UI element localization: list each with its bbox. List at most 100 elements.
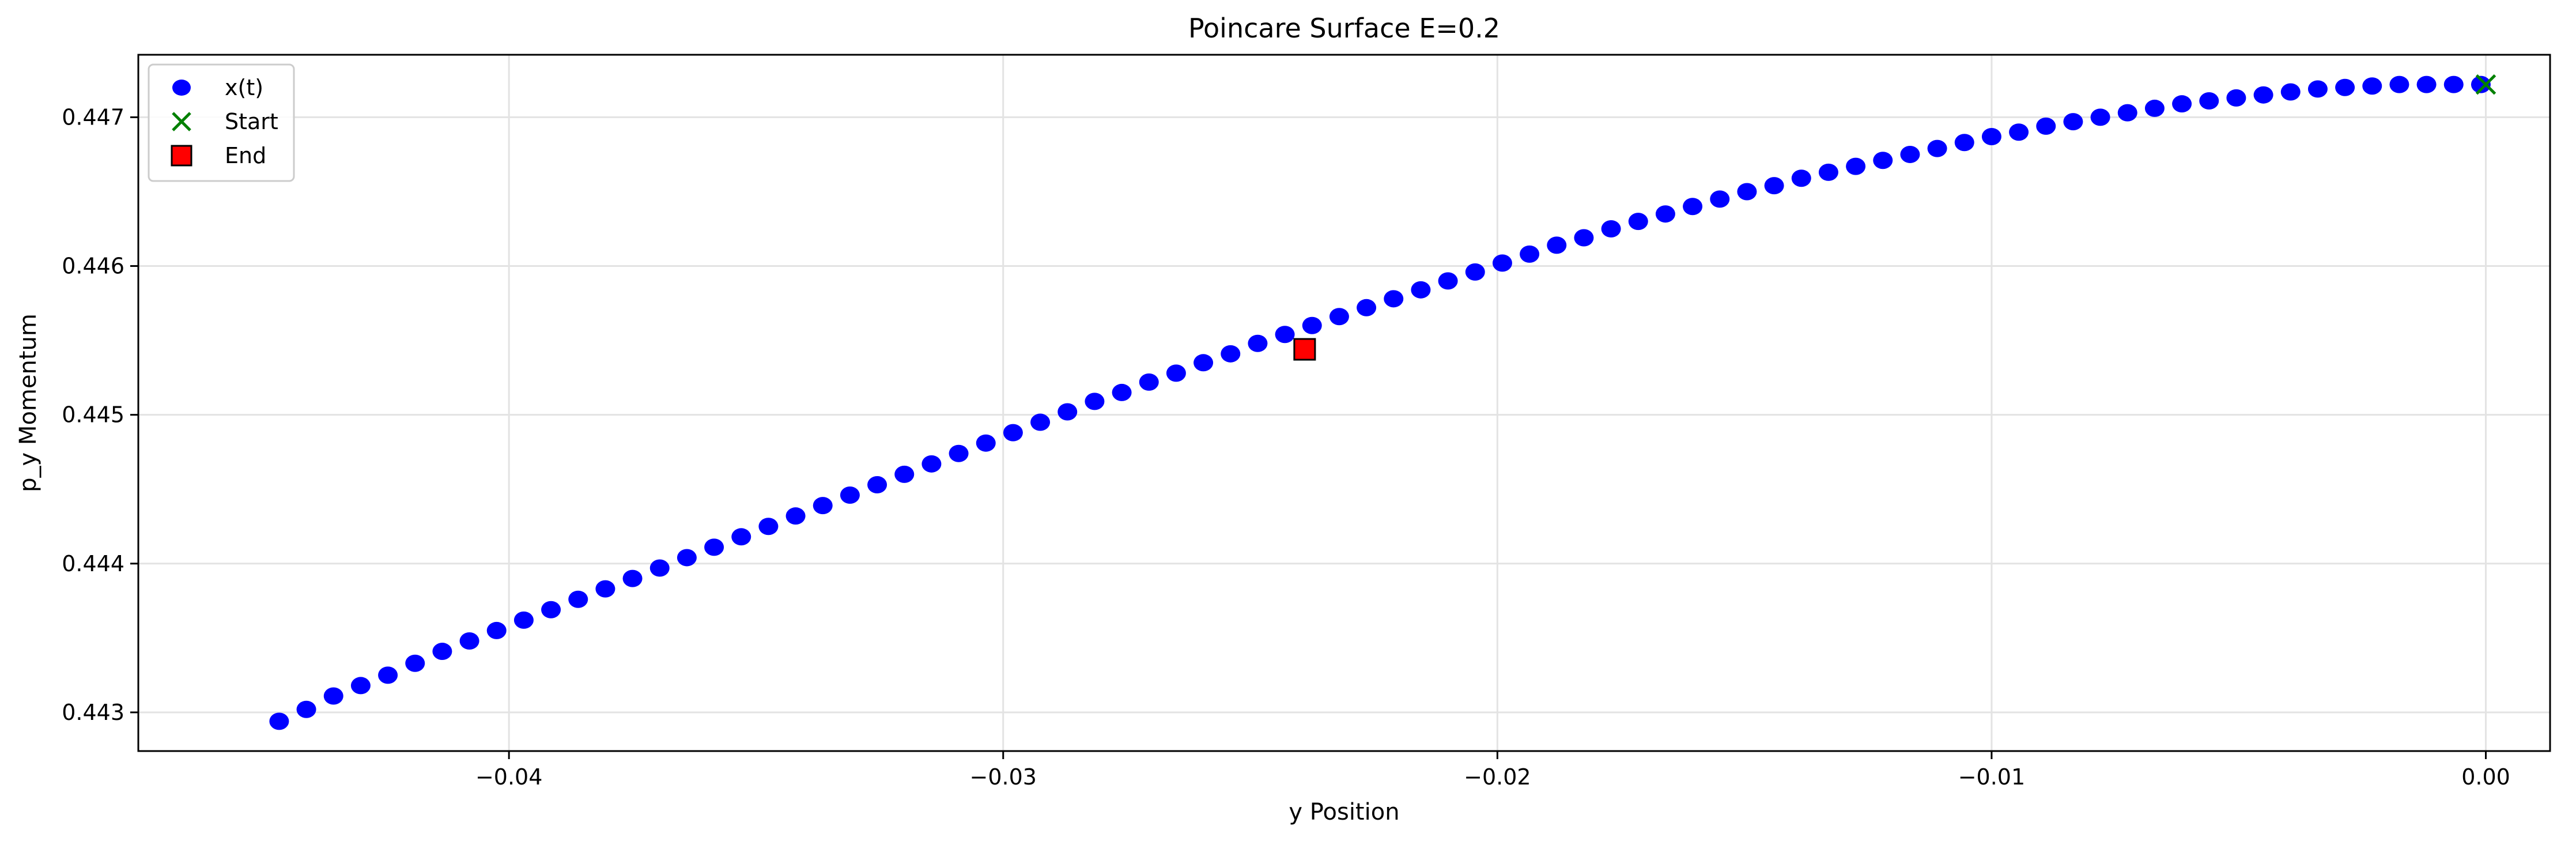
x-axis-label: y Position [1289, 799, 1399, 825]
y-tick-label: 0.447 [62, 104, 124, 130]
x-tick-label: −0.02 [1464, 764, 1531, 790]
legend-label: x(t) [225, 75, 263, 100]
data-point [1329, 308, 1349, 326]
data-point [2335, 78, 2355, 96]
x-tick-label: −0.04 [475, 764, 542, 790]
data-point [867, 476, 887, 493]
data-point [2253, 86, 2273, 104]
data-point [269, 712, 289, 730]
data-point [1846, 157, 1866, 175]
data-point [704, 538, 724, 556]
data-point [1547, 236, 1567, 254]
data-point [1221, 345, 1241, 363]
data-point [1900, 145, 1920, 163]
data-point [2009, 123, 2029, 141]
data-point [1764, 177, 1784, 195]
data-point [2362, 77, 2382, 95]
data-point [1438, 272, 1458, 290]
y-axis-label: p_y Momentum [15, 314, 41, 492]
data-point [1981, 127, 2001, 145]
data-point [1492, 254, 1512, 272]
data-point [2416, 76, 2437, 93]
x-tick-label: 0.00 [2461, 764, 2510, 790]
legend-label: Start [225, 109, 278, 134]
data-point [758, 518, 779, 535]
data-point [2199, 92, 2219, 110]
data-point [296, 700, 316, 718]
data-point [486, 621, 507, 639]
data-point [350, 677, 371, 695]
data-point [2036, 117, 2056, 135]
start-marker [2475, 74, 2496, 95]
data-point [649, 559, 670, 577]
data-point [2090, 108, 2110, 126]
data-point [1927, 139, 1947, 157]
data-point [1710, 190, 1730, 208]
start-marker-stroke [2475, 74, 2496, 95]
data-point [622, 569, 643, 587]
data-point [1683, 198, 1703, 216]
data-point [1628, 213, 1648, 231]
data-point [1357, 299, 1377, 316]
legend-swatch-square [171, 145, 192, 167]
x-tick-label: −0.01 [1958, 764, 2025, 790]
data-point [2172, 95, 2192, 113]
legend-label: End [225, 143, 266, 168]
legend: x(t) Start End [148, 63, 295, 182]
data-point [595, 580, 615, 598]
data-point [1411, 281, 1431, 299]
y-tick-label: 0.445 [62, 402, 124, 428]
data-point [513, 611, 534, 629]
end-marker [1293, 338, 1316, 361]
axis-ticks: −0.04 −0.03 −0.02 −0.01 0.00 0.443 0.444 0.445 0… [62, 104, 2510, 790]
data-point [1737, 183, 1757, 201]
data-point [1574, 229, 1594, 247]
y-tick-label: 0.443 [62, 700, 124, 725]
data-point [1112, 383, 1132, 401]
data-point [2117, 104, 2137, 122]
special-markers [1293, 74, 2496, 361]
data-point [677, 549, 697, 567]
x-tick-label: −0.03 [970, 764, 1037, 790]
data-point [1601, 220, 1621, 237]
data-point [1193, 354, 1214, 372]
data-point [1520, 245, 1540, 263]
data-point [1791, 169, 1811, 187]
data-point [1003, 424, 1023, 442]
data-point [568, 590, 588, 608]
data-point [813, 497, 833, 515]
data-point [1166, 364, 1186, 382]
data-point [432, 643, 452, 661]
data-point [731, 528, 751, 546]
plot-frame [137, 54, 2551, 752]
data-point [976, 434, 996, 452]
legend-swatch-circle [172, 80, 191, 96]
data-point [405, 654, 425, 672]
data-point [378, 666, 398, 684]
data-point [1302, 316, 1322, 334]
data-point [323, 687, 343, 705]
data-point [1818, 163, 1838, 181]
grid-lines [138, 55, 2550, 751]
data-point [2443, 76, 2464, 93]
data-point [2280, 83, 2301, 101]
data-point [1085, 393, 1105, 410]
data-point [894, 465, 915, 483]
data-point [1655, 205, 1675, 223]
data-point [1139, 373, 1159, 391]
y-tick-label: 0.446 [62, 254, 124, 279]
data-point [541, 601, 561, 618]
data-point [2144, 99, 2165, 117]
legend-swatch-x [172, 112, 191, 131]
data-point [1275, 326, 1295, 344]
data-point [1057, 403, 1078, 421]
data-point [459, 632, 479, 650]
data-point [949, 444, 969, 462]
data-point [2389, 76, 2409, 93]
data-point [1030, 413, 1051, 431]
data-point [1954, 134, 1974, 152]
chart-title: Poincare Surface E=0.2 [1188, 13, 1500, 44]
data-point [1384, 290, 1404, 308]
